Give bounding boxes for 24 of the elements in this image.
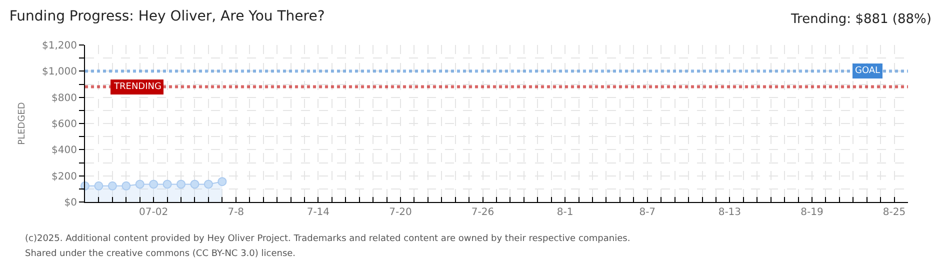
x-tick-label: 8-13: [718, 207, 742, 218]
y-tick-label: $1,000: [42, 66, 77, 78]
chart-title: Funding Progress: Hey Oliver, Are You There?: [9, 8, 325, 25]
y-tick-label: $1,200: [42, 40, 77, 52]
x-tick-label: 7-14: [306, 207, 330, 218]
y-tick-label: $400: [52, 145, 77, 156]
y-tick-label: $600: [52, 119, 77, 130]
y-tick-label: $200: [52, 171, 77, 182]
x-tick-label: 8-7: [639, 207, 656, 218]
x-tick-label: 7-26: [471, 207, 494, 218]
chart-subtitle: Trending: $881 (88%): [790, 12, 932, 27]
text: Shared under the creative commons (CC BY-NC 3.0) license.: [25, 249, 296, 259]
x-tick-label: 7-8: [228, 207, 244, 218]
y-tick-label: $800: [52, 92, 77, 104]
x-tick-label: 8-1: [556, 207, 574, 218]
text: (c)2025. Additional content provided by Hey Oliver Project. Trademarks and related content are owned by their respective companies.: [25, 234, 630, 244]
x-tick-label: 7-20: [389, 207, 412, 218]
y-axis-title: PLEDGED: [17, 102, 28, 145]
ref-line-label: TRENDING: [113, 82, 162, 92]
x-tick-label: 8-25: [882, 207, 906, 218]
x-tick-label: 07-02: [139, 207, 168, 218]
ref-line-label: GOAL: [855, 66, 880, 76]
x-tick-label: 8-19: [800, 207, 824, 218]
y-tick-label: $0: [64, 198, 77, 208]
